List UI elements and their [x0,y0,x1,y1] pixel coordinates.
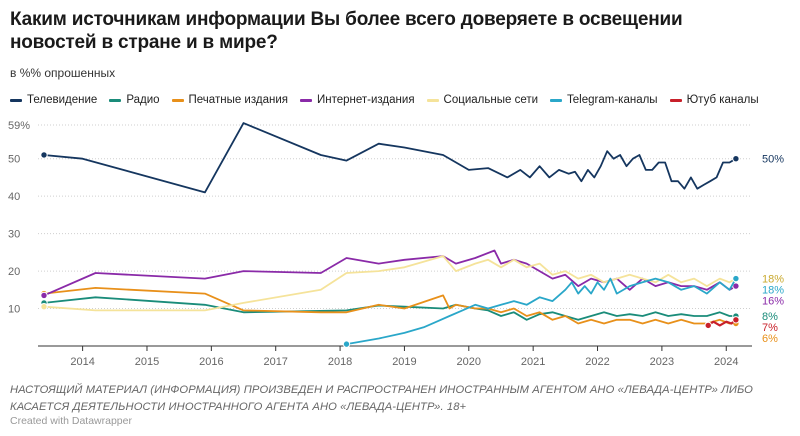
legend-label: Ютуб каналы [686,94,759,106]
series-end-label: 7% [762,322,778,334]
x-tick-label: 2022 [585,356,609,368]
series-end-label: 6% [762,333,778,345]
legend-swatch [669,98,682,102]
y-tick-label: 30 [8,229,20,241]
legend-item: Социальные сети [426,94,539,106]
series-start-dot [40,151,48,159]
x-tick-label: 2020 [457,356,481,368]
x-tick-label: 2018 [328,356,352,368]
legend-swatch [426,98,439,102]
credit-text: Created with Datawrapper [10,415,132,427]
series-line [43,249,737,297]
series-line [345,277,737,345]
legend-item: Печатные издания [171,94,288,106]
y-tick-label: 50 [8,154,20,166]
series-start-dot [40,302,48,311]
chart-subtitle: в %% опрошенных [10,66,116,80]
y-tick-label: 40 [8,191,20,203]
series-line [43,287,737,325]
legend-swatch [109,98,122,102]
y-tick-label: 59% [8,120,30,132]
series-end-dot [732,155,740,163]
series-end-dot [732,274,740,283]
legend-swatch [10,98,22,102]
legend-label: Телевидение [27,94,98,106]
legend-swatch [299,98,312,102]
series-end-dot [732,316,740,324]
legend-item: Радио [109,94,160,106]
legend-label: Печатные издания [188,94,288,106]
legend-item: Телевидение [10,94,97,106]
series-start-dot [342,340,351,348]
legend-swatch [550,98,563,102]
x-tick-label: 2019 [392,356,416,368]
series-end-label: 18% [762,274,784,286]
x-tick-label: 2014 [70,356,94,368]
x-tick-label: 2016 [199,356,223,368]
legend-label: Telegram-каналы [567,94,658,106]
series-line [43,255,737,312]
series-end-label: 18% [762,285,784,297]
line-chart: 59% 50 40 30 20 10 2014 2015 2016 2017 2018 2019 202… [8,120,784,368]
series-start-dot [704,321,712,330]
legend-swatch [171,98,184,102]
series-end-label: 50% [762,154,784,166]
series-end-label: 8% [762,311,778,323]
legend-label: Радио [126,94,160,106]
chart-title: Каким источникам информации Вы более все… [10,9,683,53]
legend-item: Telegram-каналы [550,94,658,106]
y-tick-label: 10 [8,304,20,316]
series-start-dot [40,291,48,300]
series-end-label: 16% [762,296,784,308]
disclaimer-note: НАСТОЯЩИЙ МАТЕРИАЛ (ИНФОРМАЦИЯ) ПРОИЗВЕД… [10,384,753,413]
series-end-dot [732,282,740,290]
x-tick-label: 2017 [263,356,287,368]
y-tick-label: 20 [8,266,20,278]
x-tick-label: 2021 [521,356,545,368]
legend-item: Интернет-издания [299,94,415,106]
series-line [43,122,737,194]
x-tick-label: 2024 [714,356,738,368]
x-tick-label: 2015 [135,356,159,368]
x-tick-label: 2023 [650,356,674,368]
legend-label: Интернет-издания [316,94,415,106]
legend-label: Социальные сети [443,94,539,106]
chart-legend: Телевидение Радио Печатные издания Интернет… [10,94,771,106]
series-line [707,318,737,327]
legend-item: Ютуб каналы [669,94,759,106]
